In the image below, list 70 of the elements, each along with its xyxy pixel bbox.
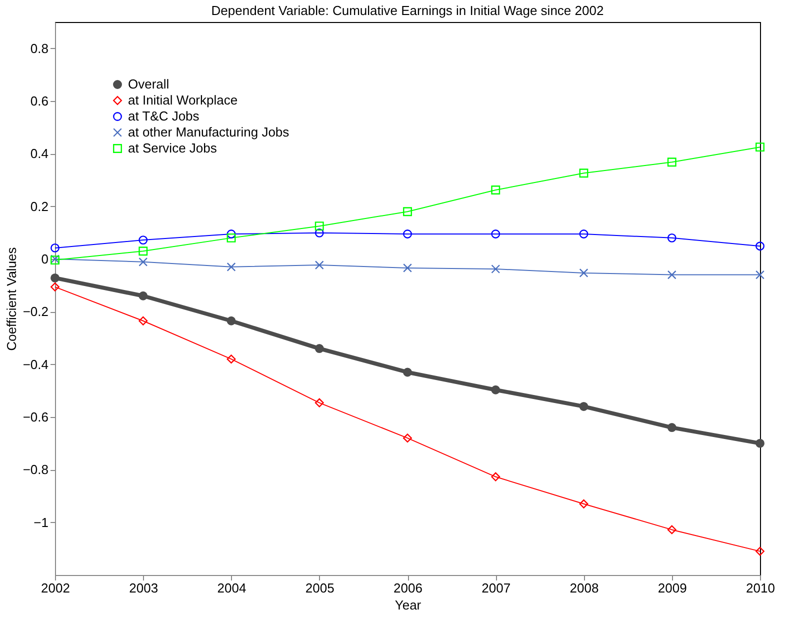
point	[403, 230, 412, 238]
x-axis-title: Year	[394, 598, 422, 612]
y-tick-label: −0.2	[22, 304, 48, 320]
point	[50, 243, 60, 252]
point	[50, 282, 60, 292]
x-tick-label: 2010	[746, 580, 775, 596]
point	[403, 434, 412, 443]
point	[579, 230, 588, 238]
point	[138, 246, 148, 256]
point	[314, 344, 324, 353]
point	[491, 186, 500, 194]
legend-label: at other Manufacturing Jobs	[128, 124, 290, 140]
point	[138, 236, 148, 245]
point	[138, 257, 148, 266]
y-tick-label: 0.4	[30, 146, 48, 162]
y-tick-label: −0.6	[22, 410, 48, 424]
point	[226, 262, 236, 272]
y-tick-label: −0.8	[22, 462, 48, 478]
x-tick-label: 2004	[217, 580, 246, 596]
y-tick-label: 0	[41, 252, 48, 266]
point	[756, 438, 764, 448]
point	[226, 233, 236, 242]
y-tick-label: −0.4	[22, 356, 48, 372]
legend-label: at Initial Workplace	[128, 92, 238, 108]
point	[756, 242, 764, 251]
x-tick-label: 2007	[482, 580, 511, 596]
y-tick-label: 0.2	[30, 198, 48, 214]
y-tick-label: 0.8	[30, 40, 48, 56]
point	[403, 263, 412, 272]
point	[491, 472, 500, 482]
y-axis-title: Coefficient Values	[4, 246, 19, 351]
x-tick-label: 2009	[658, 580, 687, 596]
y-tick-label: 0.6	[30, 94, 48, 108]
point	[226, 354, 236, 364]
point	[226, 230, 236, 238]
x-tick-label: 2008	[570, 580, 599, 596]
point	[403, 368, 412, 377]
point	[491, 385, 500, 394]
point	[491, 264, 500, 274]
point	[667, 525, 676, 534]
legend-label: Overall	[128, 76, 170, 92]
point	[667, 423, 676, 432]
point	[138, 291, 148, 300]
y-tick-label: −1	[34, 514, 48, 530]
x-tick-label: 2002	[41, 580, 70, 596]
point	[756, 142, 764, 152]
point	[579, 499, 588, 508]
point	[314, 260, 324, 270]
legend-label: at T&C Jobs	[128, 108, 200, 124]
point	[579, 168, 588, 178]
point	[756, 270, 764, 280]
x-tick-label: 2005	[305, 580, 334, 596]
x-tick-label: 2003	[129, 580, 158, 596]
point	[50, 273, 60, 282]
point	[756, 546, 764, 556]
point	[314, 228, 324, 238]
point	[667, 270, 676, 280]
x-tick-label: 2006	[394, 580, 422, 596]
point	[403, 207, 412, 216]
legend-label: at Service Jobs	[128, 140, 218, 156]
point	[314, 222, 324, 231]
point	[579, 268, 588, 278]
point	[667, 233, 676, 242]
point	[667, 158, 676, 167]
point	[491, 230, 500, 238]
point	[226, 316, 236, 326]
point	[314, 398, 324, 408]
point	[579, 402, 588, 411]
chart-title: Dependent Variable: Cumulative Earnings in Initial Wage since 2002	[211, 3, 604, 18]
point	[138, 316, 148, 326]
